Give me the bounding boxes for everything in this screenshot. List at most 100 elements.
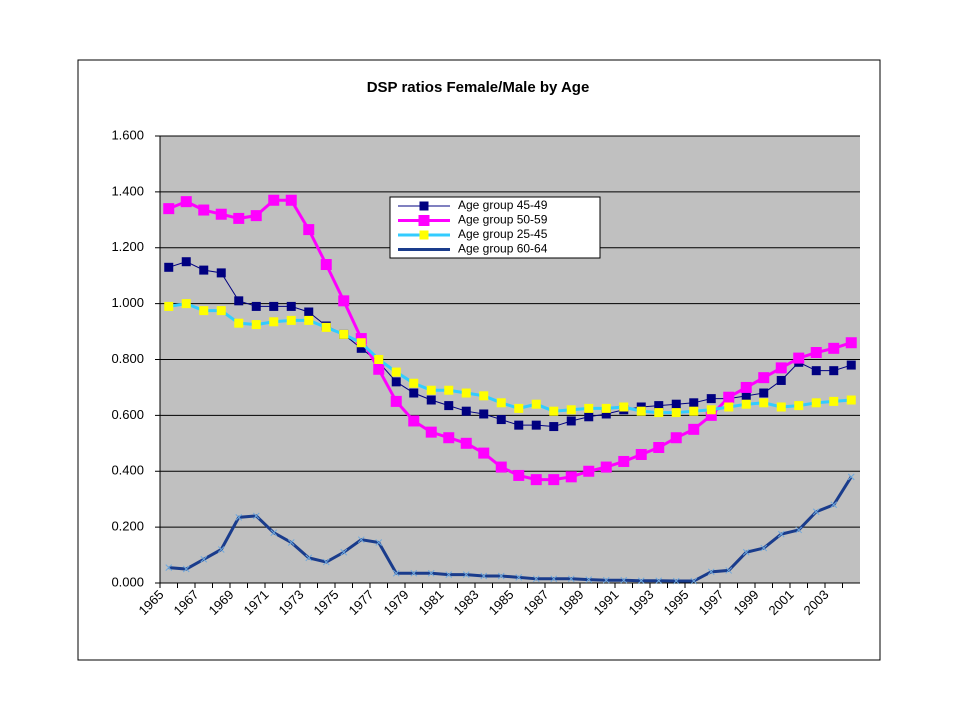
- marker: [601, 403, 611, 413]
- marker: [320, 259, 332, 271]
- marker: [426, 385, 436, 395]
- marker: [812, 508, 820, 516]
- marker: [390, 395, 402, 407]
- series-line: [168, 476, 853, 583]
- marker: [391, 367, 401, 377]
- marker: [811, 398, 821, 408]
- marker: [165, 564, 173, 571]
- marker: [776, 375, 786, 385]
- marker: [583, 465, 595, 477]
- legend-label: Age group 50-59: [458, 213, 548, 227]
- y-tick-label: 1.400: [111, 183, 144, 198]
- marker: [304, 307, 314, 317]
- series-line: [168, 261, 852, 428]
- marker: [321, 322, 331, 332]
- marker: [479, 391, 489, 401]
- marker: [567, 575, 575, 583]
- marker: [269, 317, 279, 327]
- legend-label: Age group 25-45: [458, 227, 548, 241]
- marker: [776, 402, 786, 412]
- marker: [829, 366, 839, 376]
- marker: [462, 571, 470, 578]
- marker: [445, 571, 453, 578]
- marker: [461, 406, 471, 416]
- marker: [794, 401, 804, 411]
- marker: [654, 408, 664, 418]
- marker: [164, 301, 174, 311]
- marker: [443, 432, 455, 444]
- y-tick-label: 1.200: [111, 239, 144, 254]
- marker: [846, 360, 856, 370]
- marker: [671, 399, 681, 409]
- y-tick-label: 0.800: [111, 351, 144, 366]
- marker: [181, 257, 191, 267]
- series-line: [168, 198, 852, 482]
- marker: [182, 565, 190, 573]
- marker: [216, 268, 226, 278]
- marker: [163, 203, 175, 215]
- marker: [478, 447, 490, 459]
- marker: [706, 405, 716, 415]
- marker: [601, 409, 611, 419]
- marker: [725, 567, 733, 574]
- marker: [636, 406, 646, 416]
- y-tick-label: 0.200: [111, 519, 144, 534]
- marker: [584, 403, 594, 413]
- marker: [426, 395, 436, 405]
- marker: [846, 395, 856, 405]
- marker: [830, 501, 838, 509]
- marker: [339, 329, 349, 339]
- marker: [427, 569, 435, 577]
- marker: [409, 378, 419, 388]
- marker: [268, 194, 280, 206]
- marker: [215, 208, 227, 220]
- legend-marker: [418, 215, 430, 226]
- marker: [810, 347, 822, 359]
- marker: [690, 577, 698, 585]
- marker: [585, 576, 593, 584]
- marker: [180, 196, 192, 208]
- marker: [269, 301, 279, 311]
- y-tick-label: 0.000: [111, 574, 144, 589]
- marker: [251, 320, 261, 330]
- marker: [338, 295, 350, 307]
- marker: [705, 409, 717, 421]
- marker: [373, 363, 385, 375]
- marker: [584, 412, 594, 422]
- marker: [672, 577, 680, 585]
- marker: [847, 473, 855, 481]
- marker: [724, 402, 734, 412]
- marker: [233, 212, 245, 224]
- marker: [602, 576, 610, 584]
- y-tick-label: 1.600: [111, 127, 144, 142]
- marker: [270, 529, 278, 537]
- marker: [741, 391, 751, 401]
- marker: [619, 402, 629, 412]
- marker: [775, 362, 787, 374]
- marker: [514, 403, 524, 413]
- marker: [549, 406, 559, 416]
- marker: [706, 394, 716, 404]
- marker: [707, 568, 715, 576]
- marker: [286, 315, 296, 325]
- marker: [655, 577, 663, 585]
- marker: [618, 455, 630, 467]
- marker: [688, 423, 700, 435]
- marker: [374, 355, 384, 364]
- marker: [181, 299, 191, 309]
- marker: [304, 315, 314, 325]
- legend-label: Age group 45-49: [458, 198, 548, 212]
- marker: [495, 461, 507, 473]
- marker: [322, 558, 330, 566]
- marker: [356, 338, 366, 348]
- marker: [199, 265, 209, 275]
- marker: [795, 526, 803, 534]
- marker: [515, 574, 523, 581]
- marker: [565, 471, 577, 483]
- marker: [497, 572, 505, 580]
- marker: [670, 432, 682, 444]
- marker: [653, 442, 665, 454]
- marker: [777, 530, 785, 538]
- marker: [199, 306, 209, 316]
